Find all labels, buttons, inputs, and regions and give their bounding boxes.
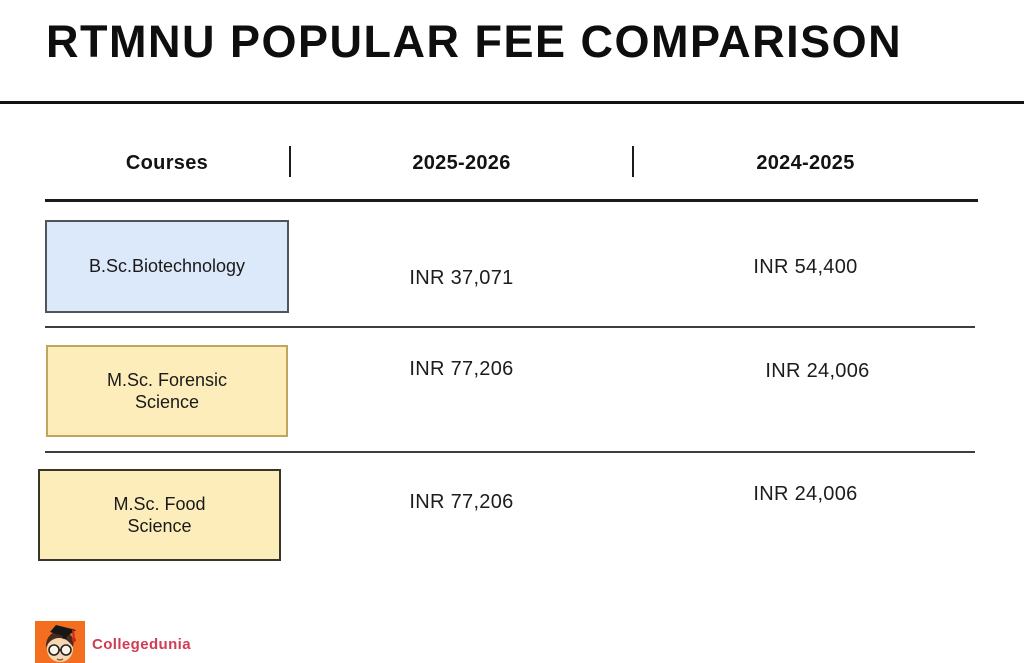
page-title: RTMNU POPULAR FEE COMPARISON [46,16,903,67]
fee-2025-2026-msc-food-science: INR 77,206 [409,490,514,513]
collegedunia-mascot-icon [35,621,85,663]
row-divider-2 [45,451,975,453]
fee-2024-2025-bsc-biotechnology: INR 54,400 [753,255,858,278]
fee-2025-2026-bsc-biotechnology: INR 37,071 [409,266,514,289]
mascot-graphic [45,625,76,662]
header-separator-bar-1 [289,146,291,177]
column-header-courses: Courses [125,151,209,174]
title-divider [0,101,1024,104]
column-header-2025-2026: 2025-2026 [412,151,511,174]
column-header-2024-2025: 2024-2025 [756,151,855,174]
fee-2024-2025-msc-forensic-science: INR 24,006 [765,359,870,382]
header-separator-bar-2 [632,146,634,177]
fee-2025-2026-msc-forensic-science: INR 77,206 [409,357,514,380]
header-underline [45,199,978,202]
course-label: M.Sc. Food Science [113,493,206,537]
course-cell-msc-forensic-science: M.Sc. Forensic Science [46,345,288,437]
course-cell-msc-food-science: M.Sc. Food Science [38,469,281,561]
course-label: B.Sc.Biotechnology [88,256,246,277]
fee-2024-2025-msc-food-science: INR 24,006 [753,482,858,505]
brand-name: Collegedunia [92,636,191,653]
row-divider-1 [45,326,975,328]
course-label: M.Sc. Forensic Science [106,369,228,413]
course-cell-bsc-biotechnology: B.Sc.Biotechnology [45,220,289,313]
